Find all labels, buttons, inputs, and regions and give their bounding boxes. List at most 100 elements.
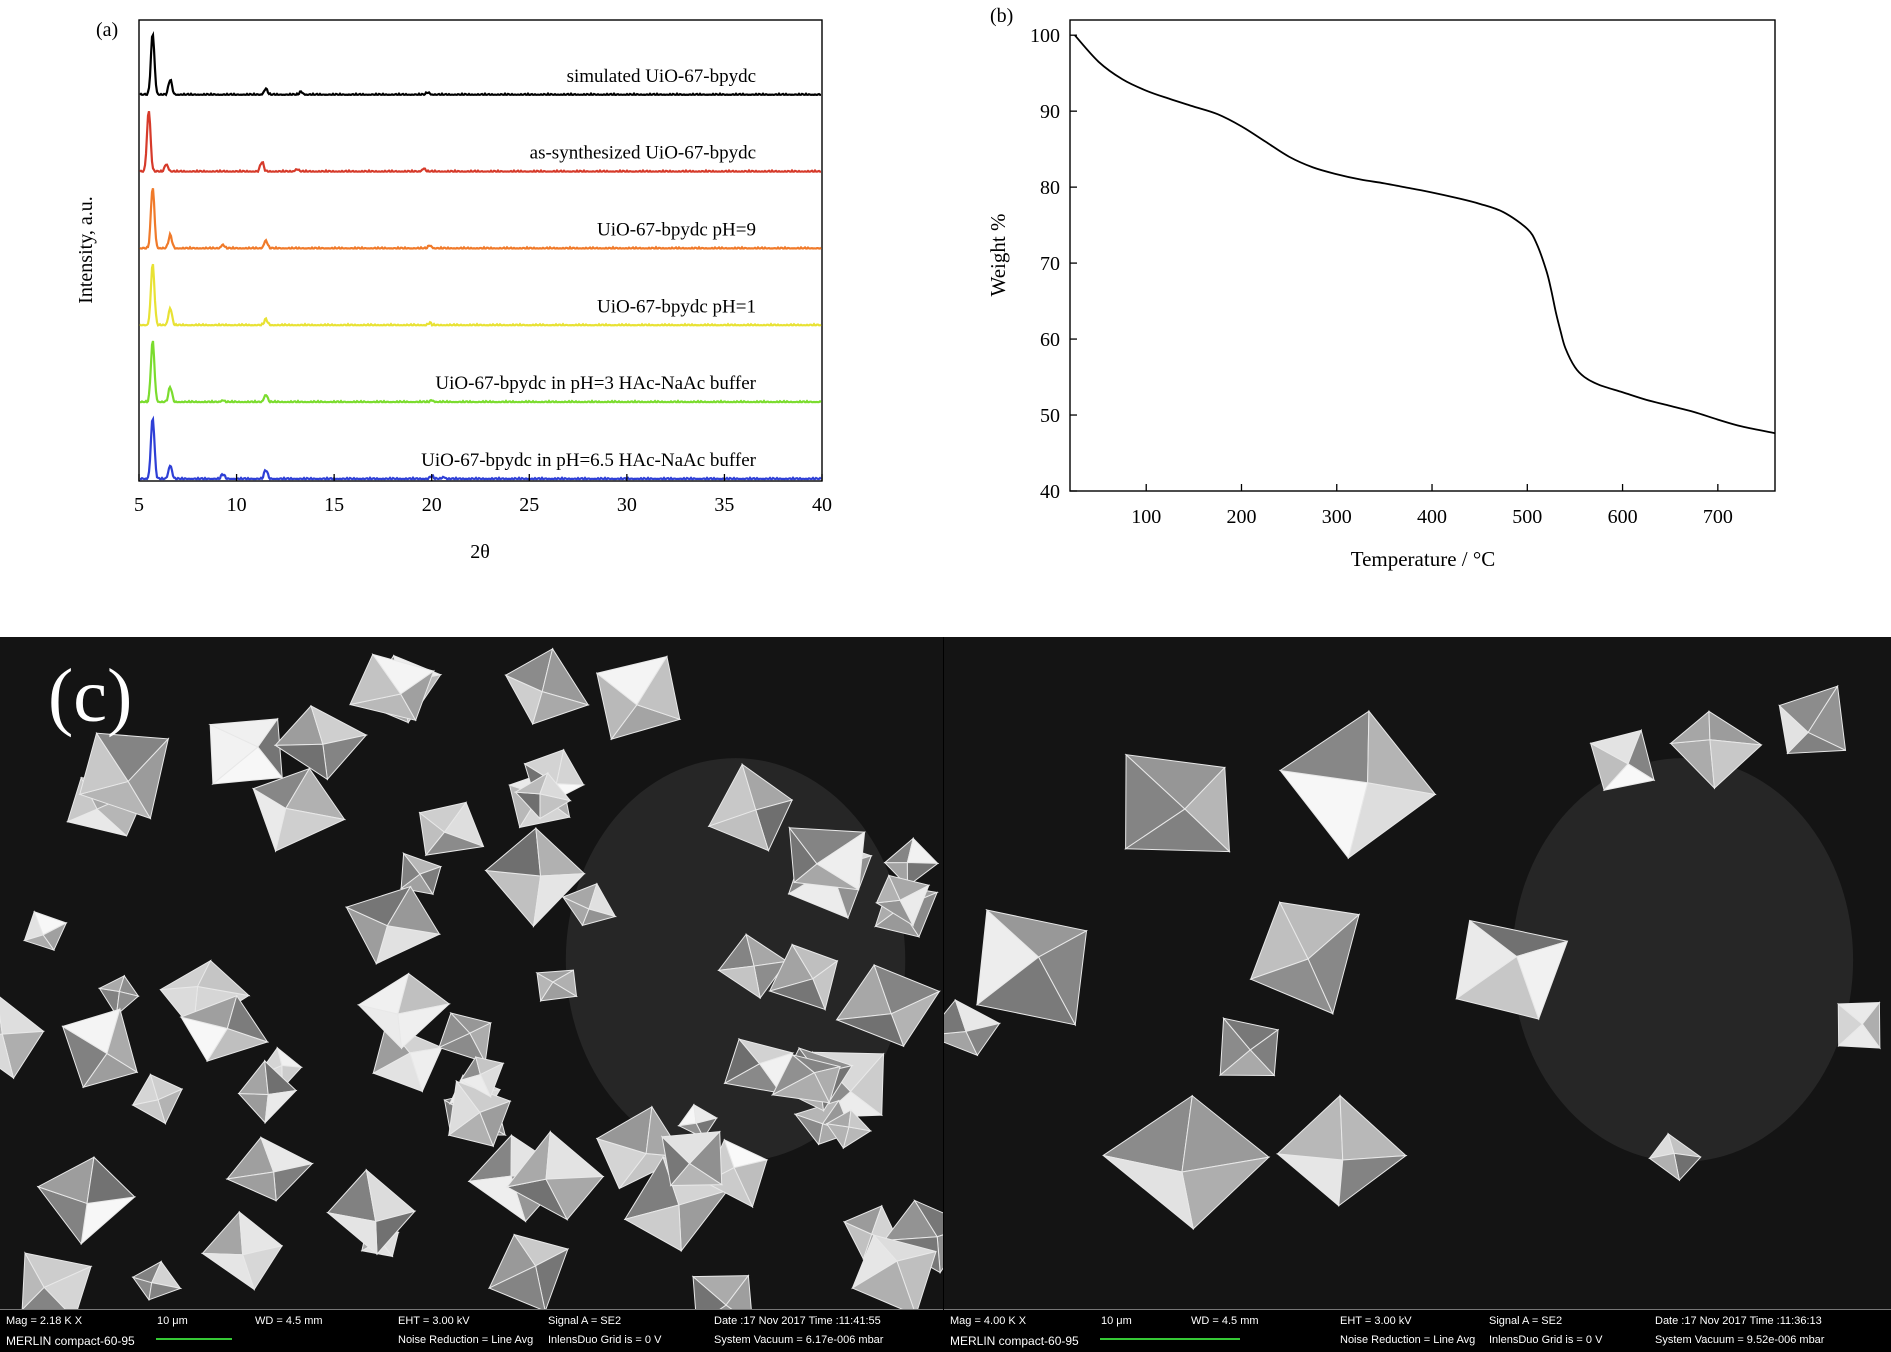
- tga-x-tick-label: 500: [1512, 506, 1542, 528]
- crystal: [208, 717, 284, 785]
- sem-grid: InlensDuo Grid is = 0 V: [548, 1334, 662, 1346]
- tga-x-tick-label: 300: [1322, 506, 1352, 528]
- crystal: [252, 767, 347, 853]
- sem-vacuum: System Vacuum = 6.17e-006 mbar: [714, 1334, 884, 1346]
- sem-panel-label: (c): [48, 654, 133, 738]
- sem-signal: Signal A = SE2: [548, 1315, 622, 1327]
- crystal: [513, 771, 572, 820]
- crystal: [504, 647, 590, 726]
- sem-date: Date :17 Nov 2017 Time :11:36:13: [1655, 1315, 1822, 1327]
- sem-crystals-left: [0, 637, 943, 1327]
- tga-y-axis-label: Weight %: [986, 214, 1010, 297]
- crystal: [97, 974, 140, 1017]
- xrd-panel-label: (a): [96, 19, 118, 41]
- sem-grid: InlensDuo Grid is = 0 V: [1489, 1334, 1603, 1346]
- crystal: [0, 996, 45, 1080]
- crystal: [131, 1260, 183, 1302]
- sem-mag: Mag = 2.18 K X: [6, 1315, 83, 1327]
- crystal: [488, 1233, 570, 1313]
- tga-y-tick-label: 60: [1040, 329, 1060, 351]
- xrd-x-axis-label: 2θ: [470, 541, 490, 563]
- crystal: [1836, 1001, 1881, 1050]
- crystal: [691, 1274, 755, 1327]
- crystal: [595, 655, 682, 741]
- tga-x-tick-label: 400: [1417, 506, 1447, 528]
- sem-scale-label: 10 μm: [1101, 1315, 1132, 1327]
- crystal: [1648, 1132, 1702, 1182]
- crystal: [505, 1130, 605, 1221]
- crystal: [561, 882, 618, 927]
- crystal: [225, 1136, 314, 1202]
- xrd-y-axis-label: Intensity, a.u.: [75, 196, 97, 304]
- crystal: [1218, 1016, 1280, 1077]
- sem-scale-bar: [156, 1338, 232, 1340]
- crystal: [660, 1130, 724, 1187]
- crystal: [273, 704, 368, 781]
- tga-y-tick-label: 100: [1030, 25, 1060, 47]
- tga-x-axis-label: Temperature / °C: [1351, 547, 1496, 571]
- crystal: [1778, 684, 1847, 755]
- crystal: [200, 1210, 284, 1291]
- crystal: [459, 1055, 505, 1099]
- crystal: [357, 972, 451, 1050]
- xrd-x-tick-label: 25: [519, 494, 539, 516]
- sem-wd: WD = 4.5 mm: [255, 1315, 323, 1327]
- crystal: [717, 933, 789, 1000]
- crystal: [22, 910, 68, 952]
- sem-eht: EHT = 3.00 kV: [398, 1315, 470, 1327]
- xrd-series-line: [139, 111, 821, 173]
- xrd-chart: (a) simulated UiO-67-bpydc as-synthesized…: [75, 19, 832, 563]
- xrd-series-line: [140, 340, 822, 404]
- crystal: [1669, 710, 1763, 790]
- sem-instrument: MERLIN compact-60-95: [950, 1334, 1079, 1348]
- sem-noise: Noise Reduction = Line Avg: [1340, 1334, 1476, 1346]
- sem-date: Date :17 Nov 2017 Time :11:41:55: [714, 1315, 881, 1327]
- crystal: [131, 1073, 184, 1125]
- crystal: [1249, 900, 1361, 1016]
- tga-x-tick-label: 600: [1608, 506, 1638, 528]
- xrd-series-line: [139, 188, 822, 250]
- xrd-panel: (a) simulated UiO-67-bpydc as-synthesized…: [0, 0, 860, 600]
- crystal: [345, 885, 442, 966]
- xrd-series-label: as-synthesized UiO-67-bpydc: [530, 143, 756, 164]
- tga-x-tick-label: 200: [1226, 506, 1256, 528]
- xrd-plot-frame: [138, 19, 823, 482]
- sem-image-left: Mag = 2.18 K X 10 μm WD = 4.5 mm EHT = 3…: [0, 637, 943, 1352]
- sem-info-bar-right: Mag = 4.00 K X 10 μm WD = 4.5 mm EHT = 3…: [944, 1309, 1891, 1352]
- sem-signal: Signal A = SE2: [1489, 1315, 1563, 1327]
- tga-y-tick-label: 80: [1040, 177, 1060, 199]
- crystal: [535, 969, 578, 1003]
- crystal: [851, 1234, 937, 1317]
- xrd-x-tick-label: 5: [134, 494, 144, 516]
- tga-x-tick-label: 700: [1703, 506, 1733, 528]
- sem-crystals-right: [944, 637, 1891, 1352]
- crystal: [875, 874, 931, 927]
- xrd-series-label: UiO-67-bpydc pH=9: [597, 220, 756, 241]
- xrd-x-tick-label: 40: [812, 494, 832, 516]
- xrd-series-label: UiO-67-bpydc in pH=6.5 HAc-NaAc buffer: [421, 450, 757, 471]
- tga-chart: (b) 100 200 300 400 500 600 700 40 50 60 70 80 90 100…: [986, 5, 1776, 571]
- crystal: [36, 1156, 137, 1246]
- crystal: [484, 826, 586, 928]
- sem-noise: Noise Reduction = Line Avg: [398, 1334, 534, 1346]
- sem-wd: WD = 4.5 mm: [1191, 1315, 1259, 1327]
- crystal: [825, 1108, 872, 1150]
- xrd-series-label: simulated UiO-67-bpydc: [567, 66, 756, 87]
- crystal: [325, 1168, 417, 1256]
- sem-scale-bar: [1100, 1338, 1240, 1340]
- xrd-x-tick-label: 15: [324, 494, 344, 516]
- sem-instrument: MERLIN compact-60-95: [6, 1334, 135, 1348]
- sem-panel: Mag = 2.18 K X 10 μm WD = 4.5 mm EHT = 3…: [0, 637, 1891, 1352]
- crystal: [237, 1059, 298, 1125]
- sem-mag: Mag = 4.00 K X: [950, 1315, 1027, 1327]
- crystal: [1124, 753, 1231, 853]
- xrd-x-tick-label: 10: [227, 494, 247, 516]
- crystal: [418, 801, 485, 857]
- crystal: [944, 998, 1001, 1057]
- tga-x-tick-label: 100: [1131, 506, 1161, 528]
- sem-eht: EHT = 3.00 kV: [1340, 1315, 1412, 1327]
- xrd-x-tick-label: 30: [617, 494, 637, 516]
- crystal: [78, 731, 170, 820]
- crystal: [1455, 919, 1569, 1021]
- crystal: [437, 1012, 493, 1064]
